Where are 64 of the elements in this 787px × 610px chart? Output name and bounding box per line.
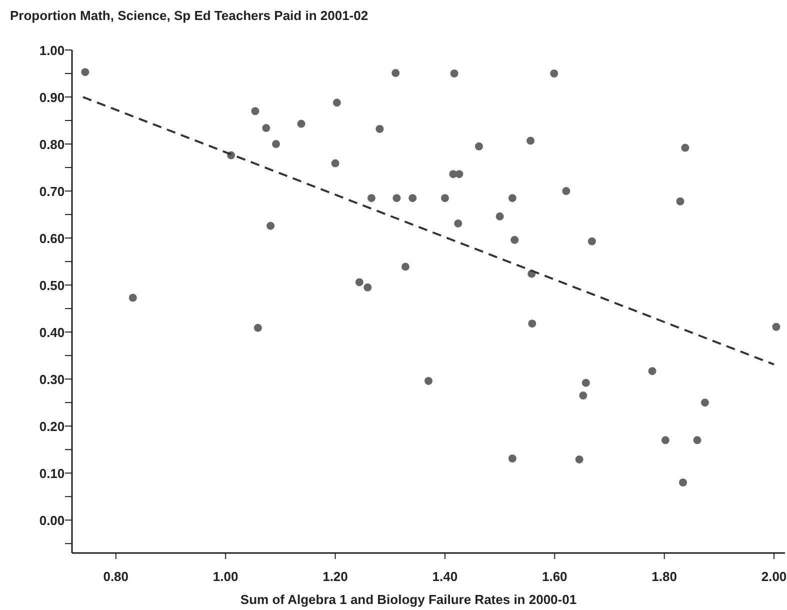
x-tick-label: 1.40 [432,569,458,584]
point [510,236,519,244]
point [676,197,684,206]
point [424,376,432,385]
point [772,322,780,331]
y-tick-label: 0.50 [39,278,65,294]
point [681,144,690,152]
y-tick-label: 0.10 [39,466,65,482]
y-tick-label: 0.40 [39,325,65,340]
point [508,194,516,202]
point [526,136,535,145]
point [579,392,588,400]
point [331,159,340,168]
point [450,70,458,78]
point [678,478,687,486]
point [588,237,596,246]
chart-title: Proportion Math, Science, Sp Ed Teachers Paid in 2001-02 [10,8,368,23]
point [700,398,709,407]
x-tick-label: 0.80 [103,569,129,584]
point [332,98,341,107]
point [251,107,260,116]
point [272,140,280,148]
point [392,69,400,78]
x-axis-title: Sum of Algebra 1 and Biology Failure Rates in 2000-01 [240,592,577,607]
x-tick-label: 1.80 [652,569,677,584]
point [81,68,90,76]
point [364,283,372,292]
point [254,324,262,332]
y-tick-label: 0.30 [39,372,65,388]
x-tick-label: 1.60 [542,569,568,584]
point [693,436,702,444]
point [582,378,590,387]
point [550,70,558,78]
point [496,212,504,220]
point [528,320,536,328]
point [455,170,464,178]
y-tick-label: 0.70 [39,184,65,200]
x-tick-label: 1.00 [212,569,238,584]
point [367,194,376,202]
point [408,194,417,202]
point [440,194,449,202]
point [661,436,670,444]
y-tick-label: 0.80 [39,137,65,152]
point [376,124,384,133]
point [454,219,462,228]
y-tick-label: 0.90 [39,90,65,106]
point [508,454,516,463]
x-tick-label: 2.00 [761,569,787,584]
point [474,142,483,150]
y-tick-label: 0.20 [39,419,65,434]
point [562,187,570,196]
point [266,222,275,230]
y-tick-label: 0.60 [39,231,65,246]
point [575,455,584,464]
y-tick-label: 0.00 [39,513,65,528]
point [392,194,401,202]
point [355,278,364,286]
point [297,120,306,128]
point [262,124,270,132]
point [401,262,410,271]
x-tick-label: 1.20 [322,569,348,584]
y-tick-label: 1.00 [39,43,65,58]
point [648,367,656,376]
point [128,294,137,302]
